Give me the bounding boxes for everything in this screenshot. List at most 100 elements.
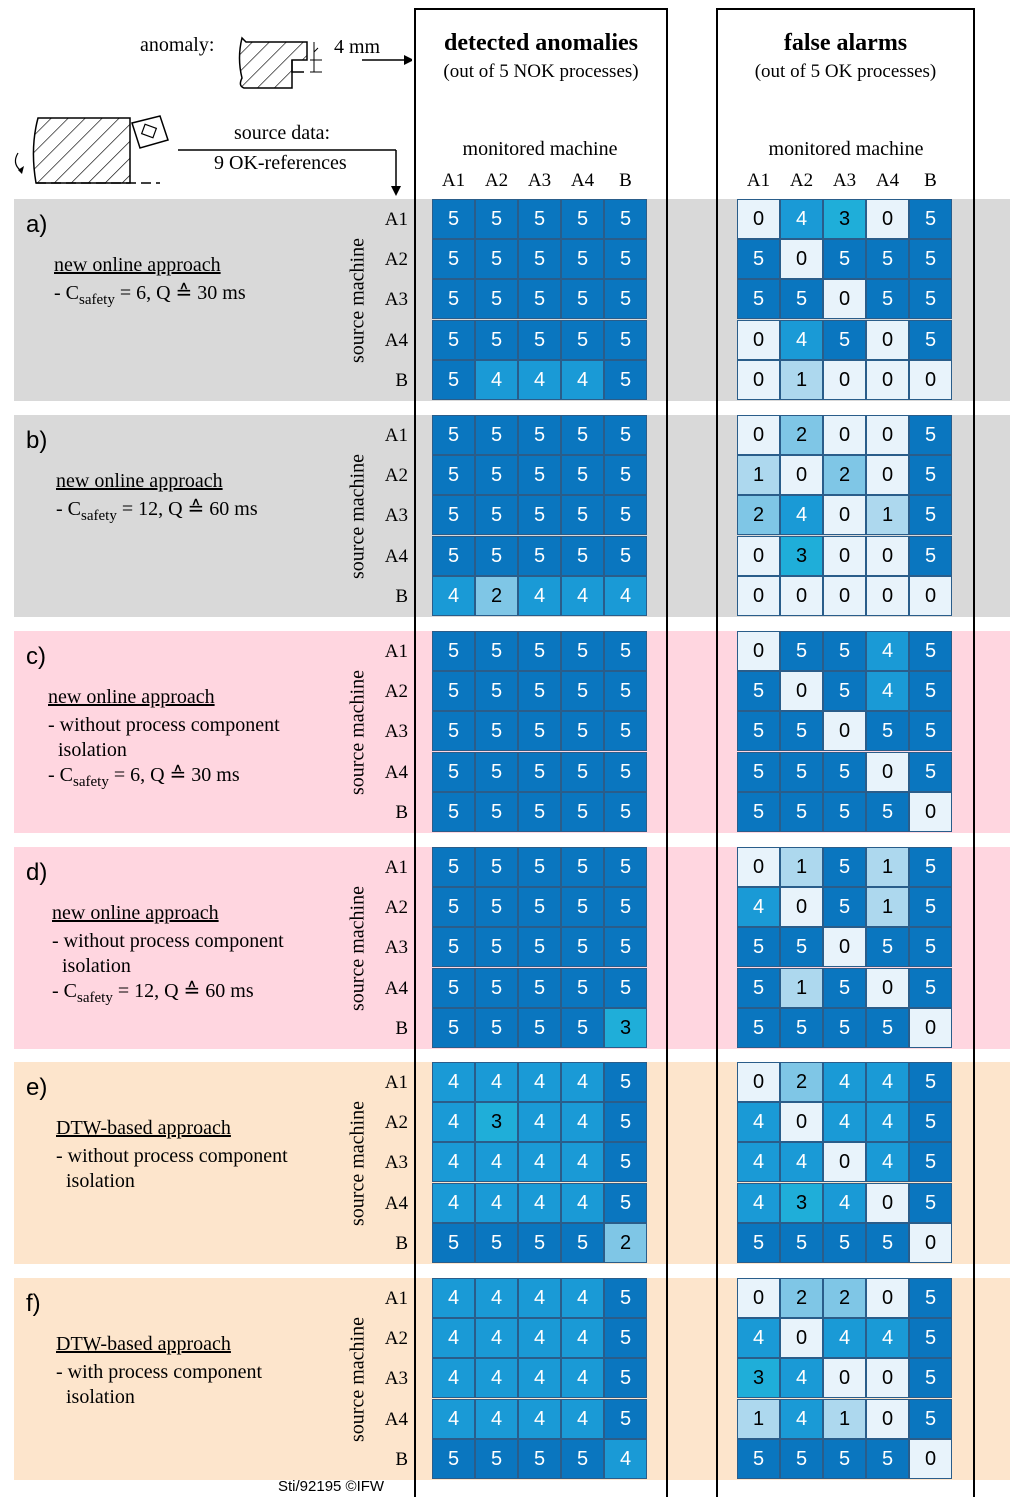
false-alarm-cell: 5 xyxy=(909,1278,952,1318)
detected-cell: 5 xyxy=(432,711,475,752)
detected-cell: 5 xyxy=(561,631,604,671)
false-alarm-cell: 2 xyxy=(780,1062,823,1102)
false-alarm-cell: 0 xyxy=(780,887,823,928)
approach-detail: - Csafety = 12, Q ≙ 60 ms xyxy=(52,980,254,1006)
panel-letter: b) xyxy=(26,427,48,454)
detected-cell: 4 xyxy=(432,1318,475,1359)
false-alarm-cell: 0 xyxy=(866,319,909,360)
detected-cell: 5 xyxy=(475,415,518,455)
false-alarm-cell: 0 xyxy=(909,1438,952,1479)
detected-cell: 5 xyxy=(432,791,475,832)
detected-cell: 5 xyxy=(518,711,561,752)
false-alarm-cell: 5 xyxy=(823,631,866,671)
detected-cell: 5 xyxy=(561,671,604,712)
detected-cell: 4 xyxy=(475,1278,518,1318)
detected-cell: 5 xyxy=(604,1358,647,1399)
false-alarm-cell: 5 xyxy=(866,279,909,320)
false-alarm-cell: 4 xyxy=(780,1398,823,1439)
false-alarm-cell: 5 xyxy=(737,671,780,712)
detected-cell: 5 xyxy=(432,1438,475,1479)
detected-cell: 5 xyxy=(432,751,475,792)
detected-cell: 4 xyxy=(518,1142,561,1183)
detected-cell: 5 xyxy=(561,927,604,968)
detected-cell: 5 xyxy=(561,455,604,496)
row-label: B xyxy=(395,1232,408,1254)
anomaly-sketch-icon xyxy=(238,36,412,89)
false-alarm-cell: 2 xyxy=(737,495,780,536)
detected-cell: 4 xyxy=(561,575,604,616)
row-label: A3 xyxy=(384,1152,408,1174)
false-alarm-cell: 0 xyxy=(737,199,780,239)
row-label: A2 xyxy=(384,897,408,919)
detected-cell: 5 xyxy=(604,967,647,1008)
false-alarm-cell: 5 xyxy=(909,671,952,712)
detected-cell: 4 xyxy=(432,1398,475,1439)
false-alarm-cell: 5 xyxy=(909,1182,952,1223)
column-label: A2 xyxy=(484,170,509,191)
row-label: A1 xyxy=(384,857,408,878)
source-machine-label: source machine xyxy=(346,1101,369,1226)
false-alarm-cell: 4 xyxy=(866,1318,909,1359)
approach-detail: - without process component xyxy=(52,930,284,952)
false-alarm-cell: 5 xyxy=(823,1438,866,1479)
approach-detail: - without process component xyxy=(56,1145,288,1167)
false-alarm-cell: 5 xyxy=(909,279,952,320)
false-alarm-cell: 4 xyxy=(866,631,909,671)
row-label: A1 xyxy=(384,1288,408,1309)
panel-letter: f) xyxy=(26,1290,41,1317)
detected-cell: 5 xyxy=(475,279,518,320)
false-alarm-cell: 3 xyxy=(823,199,866,239)
anomaly-label: anomaly: xyxy=(140,34,215,56)
false-alarm-cell: 4 xyxy=(780,1142,823,1183)
false-alarm-cell: 0 xyxy=(737,535,780,576)
panel-letter: d) xyxy=(26,859,48,886)
false-alarm-cell: 1 xyxy=(737,455,780,496)
panel-letter: c) xyxy=(26,643,46,670)
detected-cell: 5 xyxy=(518,751,561,792)
column-label: B xyxy=(924,170,937,191)
monitored-machine-label-right: monitored machine xyxy=(768,138,924,160)
false-alarm-cell: 0 xyxy=(909,575,952,616)
false-alarm-cell: 0 xyxy=(823,1358,866,1399)
false-alarm-cell: 0 xyxy=(866,1182,909,1223)
detected-cell: 5 xyxy=(518,671,561,712)
approach-title: new online approach xyxy=(48,686,215,708)
false-alarm-cell: 0 xyxy=(866,1398,909,1439)
false-alarm-cell: 0 xyxy=(866,751,909,792)
false-alarm-cell: 5 xyxy=(780,927,823,968)
detected-cell: 5 xyxy=(518,535,561,576)
approach-title: new online approach xyxy=(52,902,219,924)
detected-cell: 5 xyxy=(475,1007,518,1048)
false-alarm-cell: 0 xyxy=(866,1278,909,1318)
detected-cell: 5 xyxy=(432,671,475,712)
source-machine-label: source machine xyxy=(346,1317,369,1442)
false-alarm-cell: 0 xyxy=(823,495,866,536)
false-alarm-cell: 4 xyxy=(823,1102,866,1143)
column-label: A1 xyxy=(746,170,771,191)
false-alarm-cell: 5 xyxy=(780,1438,823,1479)
detected-cell: 4 xyxy=(604,575,647,616)
false-alarm-cell: 4 xyxy=(866,671,909,712)
detected-cell: 5 xyxy=(432,1222,475,1263)
source-data-label: source data: xyxy=(234,122,331,144)
approach-title: DTW-based approach xyxy=(56,1117,231,1139)
detected-cell: 4 xyxy=(561,359,604,400)
false-alarm-cell: 4 xyxy=(737,1318,780,1359)
detected-cell: 4 xyxy=(561,1398,604,1439)
column-label: A4 xyxy=(570,170,595,191)
detected-cell: 4 xyxy=(432,1182,475,1223)
false-alarm-cell: 4 xyxy=(866,1102,909,1143)
approach-detail: isolation xyxy=(48,739,127,761)
detected-cell: 4 xyxy=(518,1358,561,1399)
false-alarm-cell: 5 xyxy=(909,535,952,576)
false-alarm-cell: 3 xyxy=(780,535,823,576)
detected-cell: 5 xyxy=(561,887,604,928)
detected-subtitle: (out of 5 NOK processes) xyxy=(443,61,639,82)
row-label: A2 xyxy=(384,1328,408,1350)
detected-cell: 5 xyxy=(432,279,475,320)
false-alarm-cell: 0 xyxy=(866,535,909,576)
false-alarms-subtitle: (out of 5 OK processes) xyxy=(754,61,937,82)
detected-cell: 5 xyxy=(475,927,518,968)
detected-cell: 5 xyxy=(475,887,518,928)
footer-credit: Sti/92195 ©IFW xyxy=(278,1478,385,1495)
